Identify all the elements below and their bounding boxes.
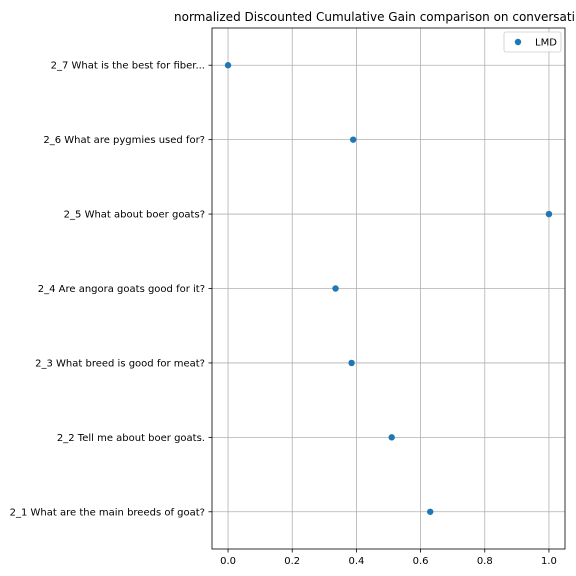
data-point <box>427 508 434 515</box>
data-point <box>348 359 355 367</box>
legend-label-lmd: LMD <box>535 38 557 49</box>
ticks-layer: 0.0 0.2 0.4 0.6 0.8 1.0 2_1 What are the main … <box>10 61 557 567</box>
y-tick-label: 2_6 What are pygmies used for? <box>43 135 205 146</box>
y-tick-label: 2_7 What is the best for fiber... <box>51 61 205 72</box>
plot-area-frame <box>211 27 566 550</box>
x-tick-label: 0.2 <box>284 556 300 567</box>
data-point <box>388 434 395 441</box>
grid-layer <box>212 28 565 549</box>
y-tick-label: 2_4 Are angora goats good for it? <box>38 284 205 295</box>
data-point <box>332 285 339 292</box>
points-layer <box>224 62 553 515</box>
legend-box <box>503 31 562 53</box>
x-tick-label: 0.6 <box>413 556 429 567</box>
data-point <box>545 210 553 218</box>
legend: LMD <box>503 31 562 53</box>
x-tick-label: 1.0 <box>541 556 557 567</box>
chart-title: normalized Discounted Cumulative Gain co… <box>174 10 575 24</box>
x-tick-label: 0.8 <box>477 556 493 567</box>
y-tick-label: 2_1 What are the main breeds of goat? <box>10 507 205 518</box>
x-tick-label: 0.0 <box>220 556 236 567</box>
y-tick-label: 2_5 What about boer goats? <box>64 210 205 221</box>
data-point <box>224 62 232 69</box>
y-tick-label: 2_2 Tell me about boer goats. <box>57 433 205 444</box>
legend-marker-lmd <box>514 38 522 46</box>
x-tick-label: 0.4 <box>348 556 364 567</box>
y-tick-label: 2_3 What breed is good for meat? <box>35 358 205 369</box>
data-point <box>350 136 357 143</box>
